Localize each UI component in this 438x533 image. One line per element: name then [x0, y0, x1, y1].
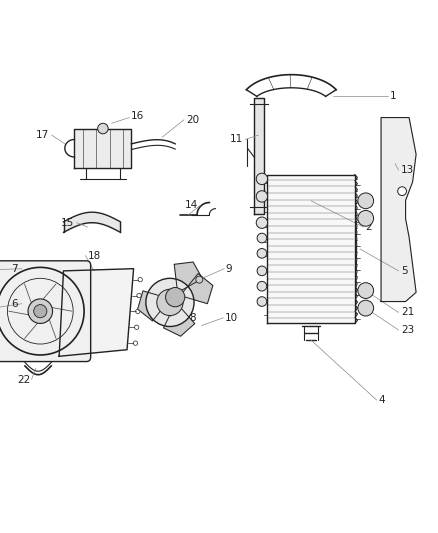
Text: 10: 10 [225, 313, 238, 323]
Text: 11: 11 [230, 134, 243, 144]
Circle shape [358, 282, 374, 298]
Text: 4: 4 [379, 395, 385, 405]
Text: 6: 6 [11, 298, 18, 309]
Circle shape [257, 266, 267, 276]
Text: 17: 17 [36, 130, 49, 140]
Polygon shape [180, 273, 213, 304]
Text: 15: 15 [61, 217, 74, 228]
Text: 7: 7 [11, 264, 18, 273]
Text: 20: 20 [186, 115, 199, 125]
Text: 18: 18 [88, 252, 101, 261]
Text: 9: 9 [226, 264, 232, 273]
Circle shape [166, 287, 185, 307]
Polygon shape [59, 269, 134, 356]
Circle shape [34, 304, 47, 318]
Polygon shape [163, 302, 195, 336]
Text: 5: 5 [401, 266, 407, 276]
Polygon shape [74, 128, 131, 168]
Circle shape [257, 233, 267, 243]
Circle shape [256, 217, 268, 229]
Circle shape [358, 211, 374, 226]
Circle shape [146, 278, 194, 327]
Circle shape [98, 123, 108, 134]
FancyBboxPatch shape [0, 261, 91, 361]
Polygon shape [254, 98, 264, 214]
Text: 2: 2 [366, 222, 372, 232]
Text: 8: 8 [190, 313, 196, 323]
Circle shape [28, 299, 53, 324]
Circle shape [257, 297, 267, 306]
Text: 16: 16 [131, 111, 144, 122]
Text: 13: 13 [401, 165, 414, 175]
Polygon shape [381, 118, 416, 302]
Polygon shape [267, 174, 355, 324]
Circle shape [196, 276, 203, 283]
Text: 1: 1 [390, 91, 396, 101]
Polygon shape [174, 262, 202, 293]
Polygon shape [138, 291, 170, 321]
Text: 14: 14 [185, 200, 198, 210]
Circle shape [257, 248, 267, 258]
Circle shape [157, 289, 183, 316]
Text: 21: 21 [401, 308, 414, 318]
Circle shape [358, 193, 374, 209]
Text: 22: 22 [18, 375, 31, 385]
Text: 23: 23 [401, 325, 414, 335]
Circle shape [256, 173, 268, 184]
Circle shape [256, 191, 268, 202]
Circle shape [257, 281, 267, 291]
Circle shape [398, 187, 406, 196]
Circle shape [358, 300, 374, 316]
